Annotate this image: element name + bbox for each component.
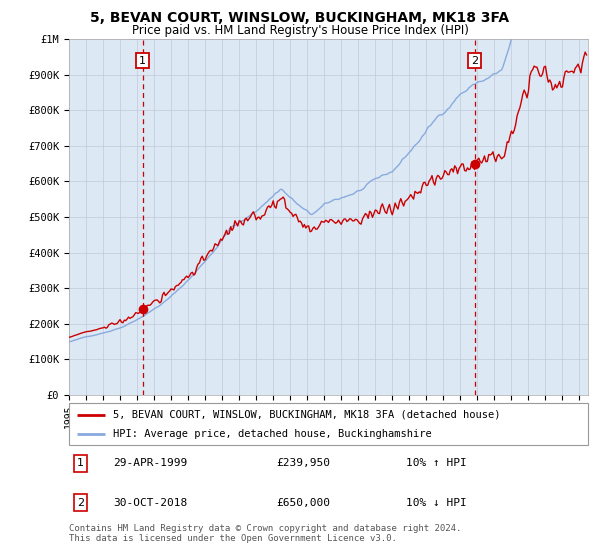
Text: 1: 1 (77, 459, 84, 468)
Text: 1: 1 (139, 55, 146, 66)
Text: 2: 2 (471, 55, 478, 66)
Text: £650,000: £650,000 (277, 498, 331, 507)
Text: 10% ↑ HPI: 10% ↑ HPI (406, 459, 467, 468)
Text: 5, BEVAN COURT, WINSLOW, BUCKINGHAM, MK18 3FA: 5, BEVAN COURT, WINSLOW, BUCKINGHAM, MK1… (91, 11, 509, 25)
Text: 2: 2 (77, 498, 84, 507)
Text: £239,950: £239,950 (277, 459, 331, 468)
Text: 5, BEVAN COURT, WINSLOW, BUCKINGHAM, MK18 3FA (detached house): 5, BEVAN COURT, WINSLOW, BUCKINGHAM, MK1… (113, 409, 500, 419)
Text: 10% ↓ HPI: 10% ↓ HPI (406, 498, 467, 507)
Text: 29-APR-1999: 29-APR-1999 (113, 459, 187, 468)
Text: Contains HM Land Registry data © Crown copyright and database right 2024.
This d: Contains HM Land Registry data © Crown c… (69, 524, 461, 543)
Text: HPI: Average price, detached house, Buckinghamshire: HPI: Average price, detached house, Buck… (113, 429, 432, 439)
Text: Price paid vs. HM Land Registry's House Price Index (HPI): Price paid vs. HM Land Registry's House … (131, 24, 469, 36)
Text: 30-OCT-2018: 30-OCT-2018 (113, 498, 187, 507)
